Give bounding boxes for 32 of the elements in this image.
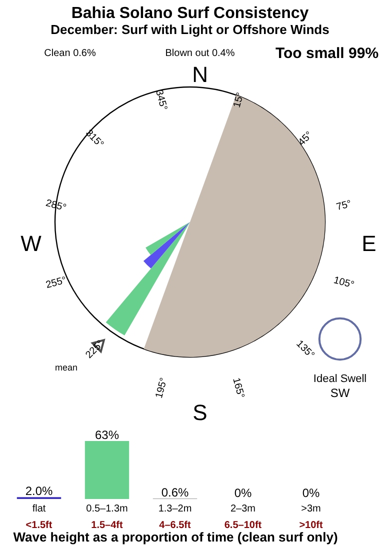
text: >10ft [299,520,324,531]
text: Blown out 0.4% [165,48,235,59]
x-axis-title: Wave height as a proportion of time (clean surf only) [13,530,338,544]
data-label: 2.0% [25,484,53,498]
text: E [362,231,376,256]
text: 1.5–4ft [91,520,124,531]
text: 75° [335,198,353,214]
text: December: Surf with Light or Offshore Winds [50,22,330,37]
text: mean [55,362,78,373]
text: 195° [154,376,170,400]
text: 105° [332,275,356,292]
x-tick-label: 1.3–2m [158,504,192,514]
text: 6.5–10ft [224,520,262,531]
text: Clean 0.6% [44,48,96,59]
text: Too small 99% [275,45,379,62]
x-tick-label: flat [32,504,46,514]
data-label: 63% [94,428,120,442]
x-tick-label: 2–3m [230,504,256,514]
text: N [192,62,208,87]
text: <1.5ft [26,520,53,531]
x-tick-label: 0.5–1.3m [86,504,128,514]
text: Ideal Swell [313,373,367,385]
data-label: 0% [302,486,320,500]
text: S [192,400,208,425]
text: SW [330,386,350,400]
text: Bahia Solano Surf Consistency [71,5,309,22]
text: 165° [230,376,246,400]
x-tick-label: >3m [301,504,321,514]
data-label: 0.6% [161,485,189,500]
text: 4–6.5ft [159,520,192,531]
text: W [20,231,42,256]
data-label: 0% [234,486,252,500]
